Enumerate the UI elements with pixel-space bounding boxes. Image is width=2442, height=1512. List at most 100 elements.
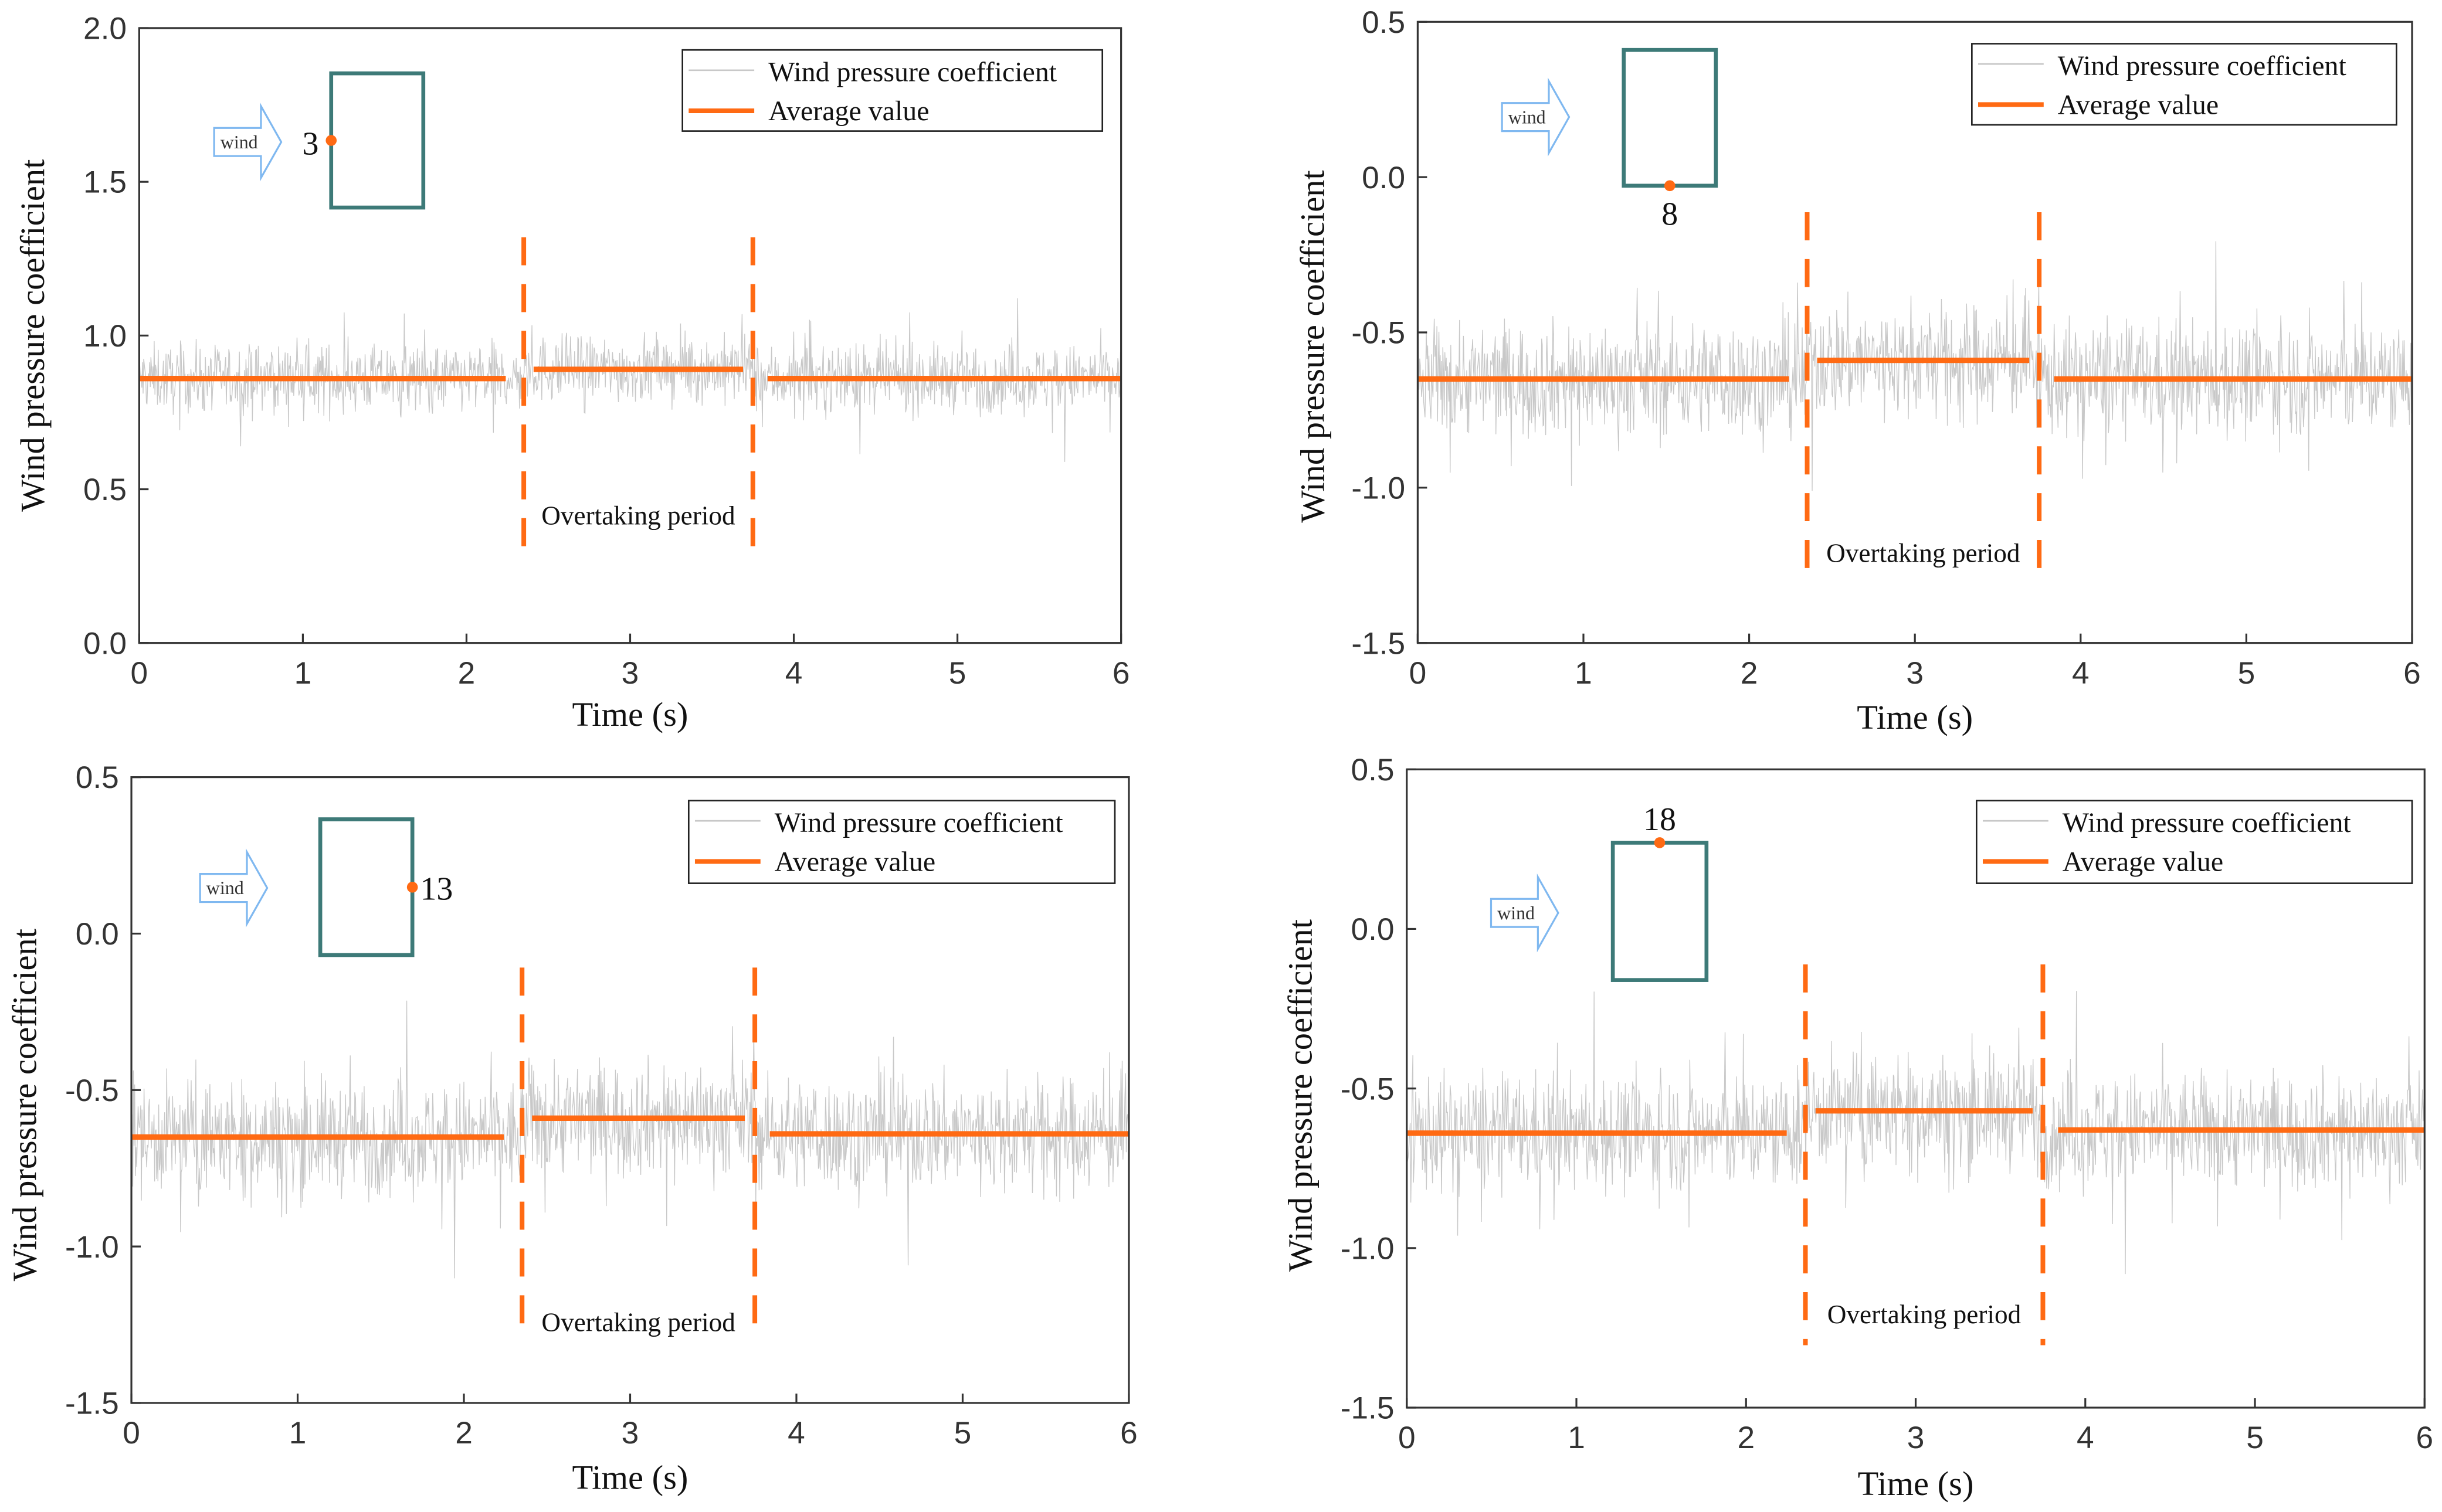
wind-label: wind (1508, 107, 1546, 127)
y-axis-title: Wind pressure coefficient (1281, 919, 1319, 1272)
y-tick-label: 1.5 (83, 165, 127, 200)
x-tick-label: 2 (458, 656, 476, 691)
x-tick-label: 3 (1906, 656, 1924, 691)
legend-label-signal: Wind pressure coefficient (768, 56, 1057, 87)
x-tick-label: 4 (2077, 1421, 2094, 1455)
building-outline (329, 71, 426, 210)
x-tick-label: 0 (131, 656, 148, 691)
overtaking-period-label: Overtaking period (541, 1308, 735, 1337)
x-tick-label: 0 (1398, 1421, 1416, 1455)
x-tick-label: 5 (954, 1416, 972, 1450)
x-tick-label: 6 (2416, 1421, 2433, 1455)
legend-label-signal: Wind pressure coefficient (2063, 807, 2352, 838)
x-tick-label: 6 (1113, 656, 1130, 691)
legend-box (681, 49, 1104, 132)
x-axis-title: Time (s) (572, 695, 688, 733)
legend-box (1971, 43, 2397, 126)
chart-panel-4: Overtaking period 0 1 2 3 4 5 6 -1.5 -1.0 -0.5 0.0 0… (1281, 753, 2433, 1503)
legend-label-average: Average value (775, 846, 935, 877)
x-tick-label: 2 (455, 1416, 473, 1450)
building-outline (318, 817, 415, 957)
x-tick-label: 3 (622, 1416, 639, 1450)
measuring-point-label: 8 (1661, 196, 1678, 232)
overtaking-period-label: Overtaking period (1826, 538, 2020, 568)
x-tick-label: 4 (785, 656, 803, 691)
y-tick-label: 0.5 (1351, 753, 1394, 787)
y-tick-label: 1.0 (83, 319, 127, 354)
measuring-point-label: 18 (1643, 801, 1676, 838)
signal-line (138, 298, 1122, 462)
x-tick-label: 6 (2403, 656, 2421, 691)
overtaking-period-label: Overtaking period (541, 501, 735, 530)
measuring-point-marker (406, 881, 418, 893)
x-tick-label: 2 (1741, 656, 1758, 691)
y-tick-label: -0.5 (1341, 1072, 1395, 1106)
legend-label-signal: Wind pressure coefficient (775, 807, 1064, 838)
x-tick-label: 3 (622, 656, 639, 691)
measuring-point-marker (325, 135, 337, 146)
x-tick-label: 0 (123, 1416, 140, 1450)
y-axis-title: Wind pressure coefficient (6, 929, 44, 1281)
measuring-point-marker (1664, 180, 1676, 192)
chart-panel-1: Overtaking period 0 1 2 3 4 5 6 0.0 0.5 1.0 1.5 2.0 T… (13, 12, 1130, 733)
measuring-point-marker (1654, 837, 1666, 848)
x-tick-label: 3 (1907, 1421, 1925, 1455)
legend-label-average: Average value (2058, 89, 2219, 120)
building-outline (1610, 841, 1709, 982)
measuring-point-label: 3 (303, 126, 319, 162)
legend-box (1976, 800, 2413, 884)
y-axis-title: Wind pressure coefficient (13, 159, 52, 512)
y-tick-label: 0.0 (76, 917, 119, 952)
y-tick-label: -0.5 (65, 1073, 119, 1108)
wind-arrow-icon (199, 848, 269, 927)
x-tick-label: 5 (949, 656, 966, 691)
legend-box (687, 800, 1116, 884)
x-tick-label: 1 (294, 656, 312, 691)
y-tick-label: -1.0 (1351, 471, 1405, 505)
y-tick-label: 0.0 (83, 626, 127, 661)
x-axis-title: Time (s) (572, 1458, 688, 1496)
x-tick-label: 4 (788, 1416, 805, 1450)
y-tick-label: -1.5 (1341, 1391, 1395, 1426)
y-tick-label: -1.0 (1341, 1231, 1395, 1266)
x-tick-label: 6 (1120, 1416, 1138, 1450)
x-tick-label: 0 (1409, 656, 1427, 691)
x-tick-label: 1 (1568, 1421, 1585, 1455)
building-outline (1622, 47, 1718, 188)
x-tick-label: 2 (1737, 1421, 1755, 1455)
x-axis-title: Time (s) (1857, 698, 1973, 736)
x-axis-title: Time (s) (1858, 1465, 1974, 1503)
wind-label: wind (206, 878, 244, 898)
y-tick-label: 0.5 (76, 760, 119, 795)
x-tick-label: 1 (1575, 656, 1592, 691)
y-tick-label: -1.5 (1351, 626, 1405, 661)
legend-label-average: Average value (768, 96, 929, 127)
y-tick-label: 0.5 (83, 473, 127, 507)
y-axis-title: Wind pressure coefficient (1294, 170, 1332, 522)
y-tick-label: -1.5 (65, 1387, 119, 1421)
x-tick-label: 5 (2238, 656, 2256, 691)
x-tick-label: 1 (289, 1416, 307, 1450)
signal-line (1417, 241, 2413, 491)
y-tick-label: 0.0 (1351, 912, 1394, 947)
wind-label: wind (1497, 903, 1535, 923)
chart-panel-3: Overtaking period 0 1 2 3 4 5 6 -1.5 -1.0 -0.5 0.0 0… (6, 760, 1138, 1496)
measuring-point-label: 13 (420, 871, 453, 908)
y-tick-label: -1.0 (65, 1230, 119, 1265)
overtaking-period-label: Overtaking period (1827, 1300, 2022, 1329)
chart-panel-2: Overtaking period 0 1 2 3 4 5 6 -1.5 -1.0 -0.5 0.0 0… (1294, 5, 2421, 736)
wind-label: wind (221, 132, 258, 152)
y-tick-label: -0.5 (1351, 316, 1405, 351)
y-tick-label: 0.5 (1362, 5, 1405, 40)
wind-arrow-icon (1490, 873, 1559, 953)
x-tick-label: 4 (2072, 656, 2090, 691)
y-tick-label: 0.0 (1362, 161, 1405, 195)
wind-arrow-icon (1501, 77, 1571, 157)
x-tick-label: 5 (2246, 1421, 2264, 1455)
wind-arrow-icon (213, 102, 283, 182)
legend-label-signal: Wind pressure coefficient (2058, 50, 2347, 81)
legend-label-average: Average value (2063, 846, 2223, 877)
y-tick-label: 2.0 (83, 12, 127, 46)
